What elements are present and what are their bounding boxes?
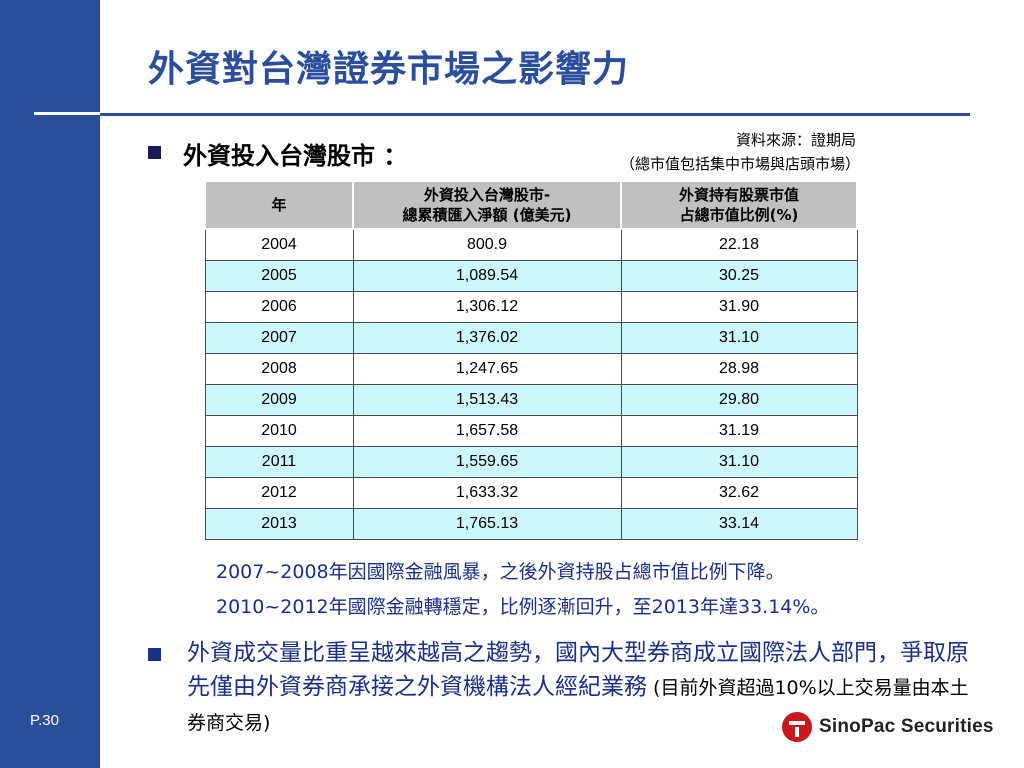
header-inflow-line1: 外資投入台灣股市-	[423, 186, 551, 204]
cell-year: 2013	[204, 508, 354, 540]
cell-year: 2007	[204, 322, 354, 354]
cell-ratio: 22.18	[620, 228, 858, 261]
bullet-heading: 外資投入台灣股市 ：	[183, 142, 408, 170]
header-inflow: 外資投入台灣股市- 總累積匯入淨額 (億美元)	[352, 180, 622, 230]
bullet-paragraph-main: 外資成交量比重呈越來越高之趨勢，國內大型券商成立國際法人部門，爭取原先僅由外資券…	[187, 640, 969, 700]
cell-ratio: 31.90	[620, 291, 858, 323]
cell-ratio: 33.14	[620, 508, 858, 540]
header-inflow-line2: 總累積匯入淨額 (億美元)	[402, 206, 572, 224]
cell-year: 2006	[204, 291, 354, 323]
cell-inflow: 1,765.13	[352, 508, 622, 540]
cell-year: 2009	[204, 384, 354, 416]
header-ratio-line1: 外資持有股票市值	[678, 186, 799, 204]
foreign-investment-table: 年 外資投入台灣股市- 總累積匯入淨額 (億美元) 外資持有股票市值 占總市值比…	[204, 180, 858, 540]
header-year: 年	[204, 180, 354, 230]
cell-ratio: 28.98	[620, 353, 858, 385]
sidebar-band	[0, 0, 100, 768]
table-header-row: 年 外資投入台灣股市- 總累積匯入淨額 (億美元) 外資持有股票市值 占總市值比…	[204, 180, 858, 230]
cell-inflow: 1,306.12	[352, 291, 622, 323]
cell-inflow: 800.9	[352, 228, 622, 261]
table-row: 2009 1,513.43 29.80	[204, 384, 858, 416]
square-bullet-icon	[148, 648, 161, 661]
analysis-note-2: 2010~2012年國際金融轉穩定，比例逐漸回升，至2013年達33.14%。	[216, 596, 830, 618]
bullet-paragraph: 外資成交量比重呈越來越高之趨勢，國內大型券商成立國際法人部門，爭取原先僅由外資券…	[187, 636, 977, 740]
cell-ratio: 31.19	[620, 415, 858, 447]
table-row: 2007 1,376.02 31.10	[204, 322, 858, 354]
cell-inflow: 1,559.65	[352, 446, 622, 478]
cell-inflow: 1,247.65	[352, 353, 622, 385]
cell-year: 2012	[204, 477, 354, 509]
table-row: 2006 1,306.12 31.90	[204, 291, 858, 323]
page-number: P.30	[30, 712, 59, 729]
source-note: 資料來源：證期局	[735, 131, 856, 149]
cell-inflow: 1,513.43	[352, 384, 622, 416]
cell-ratio: 32.62	[620, 477, 858, 509]
table-row: 2012 1,633.32 32.62	[204, 477, 858, 509]
cell-inflow: 1,633.32	[352, 477, 622, 509]
bullet-paragraph-note: (目前外資超過10%以上交易量由本土券商交易)	[187, 677, 969, 734]
analysis-note-1: 2007~2008年因國際金融風暴，之後外資持股占總市值比例下降。	[216, 561, 785, 583]
table-row: 2013 1,765.13 33.14	[204, 508, 858, 540]
slide-title: 外資對台灣證券市場之影響力	[148, 49, 630, 90]
cell-ratio: 31.10	[620, 446, 858, 478]
logo-text: SinoPac Securities	[819, 716, 994, 737]
cell-year: 2011	[204, 446, 354, 478]
cell-year: 2005	[204, 260, 354, 292]
cell-inflow: 1,376.02	[352, 322, 622, 354]
sinopac-emblem-icon	[782, 712, 812, 742]
table-row: 2005 1,089.54 30.25	[204, 260, 858, 292]
cell-year: 2010	[204, 415, 354, 447]
table-row: 2010 1,657.58 31.19	[204, 415, 858, 447]
table-row: 2004 800.9 22.18	[204, 228, 858, 261]
cell-ratio: 29.80	[620, 384, 858, 416]
cell-inflow: 1,657.58	[352, 415, 622, 447]
table-row: 2011 1,559.65 31.10	[204, 446, 858, 478]
cell-year: 2008	[204, 353, 354, 385]
title-underline	[100, 113, 970, 116]
table-row: 2008 1,247.65 28.98	[204, 353, 858, 385]
cell-inflow: 1,089.54	[352, 260, 622, 292]
cell-ratio: 31.10	[620, 322, 858, 354]
cell-ratio: 30.25	[620, 260, 858, 292]
header-ratio-line2: 占總市值比例(%)	[679, 206, 799, 224]
sidebar-divider	[34, 112, 100, 115]
source-note-detail: （總市值包括集中市場與店頭市場）	[619, 155, 860, 173]
square-bullet-icon	[148, 146, 161, 159]
sinopac-logo: SinoPac Securities	[782, 712, 994, 742]
header-ratio: 外資持有股票市值 占總市值比例(%)	[620, 180, 858, 230]
cell-year: 2004	[204, 228, 354, 261]
